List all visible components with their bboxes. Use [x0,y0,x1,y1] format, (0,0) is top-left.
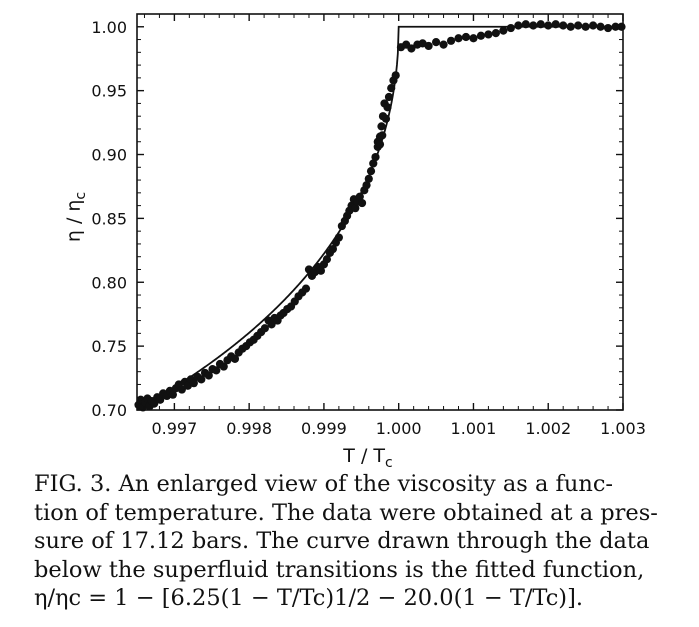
data-point [357,198,367,208]
data-point [461,32,471,42]
caption-line-4: below the superfluid transitions is the … [34,556,645,583]
data-point [536,20,545,29]
y-tick-label: 0.90 [91,146,127,165]
data-point [506,23,515,33]
data-point [476,31,486,40]
data-point [431,38,441,47]
data-point [381,114,391,123]
data-point [544,21,553,30]
figure-caption: FIG. 3. An enlarged view of the viscosit… [34,470,674,613]
data-point [378,131,387,140]
data-point [377,122,386,131]
y-tick-label: 0.80 [91,273,127,292]
data-point [230,354,240,363]
x-tick-label: 0.998 [226,419,272,438]
data-point [596,22,605,31]
x-tick-label: 1.003 [600,419,646,438]
plot-frame [136,13,624,411]
x-tick-label: 0.999 [301,419,347,438]
data-point [387,83,396,93]
data-point [328,244,337,254]
data-point [219,362,228,371]
viscosity-chart: 0.997 0.998 0.999 1.000 1.001 1.002 1.003 0.70 0… [63,13,646,471]
y-tick-label: 0.85 [91,209,127,228]
caption-line-3: sure of 17.12 bars. The curve drawn thro… [34,528,650,554]
data-point [383,103,392,112]
data-point [603,23,613,33]
data-point [514,21,523,30]
data-point [371,152,380,162]
data-point [581,22,590,31]
data-point [566,22,575,31]
data-point [334,233,343,242]
data-point [150,399,159,408]
y-tick-label: 0.70 [91,401,127,420]
data-point [375,140,385,149]
data-points-layer [134,20,626,412]
data-point [369,159,378,168]
data-point [484,30,493,39]
data-point [301,284,311,293]
y-axis-label: η / ηc [63,192,89,242]
x-tick-label: 1.000 [376,419,422,438]
data-point [574,21,583,30]
data-point [351,204,360,213]
axes-layer: 0.997 0.998 0.999 1.000 1.001 1.002 1.003 0.70 0… [63,14,646,471]
data-point [439,40,448,49]
data-point [156,395,165,404]
x-tick-label: 1.001 [451,419,497,438]
data-point [588,21,598,30]
data-point [322,255,332,264]
caption-line-1: FIG. 3. An enlarged view of the viscosit… [34,471,614,497]
data-point [611,22,620,31]
fit-curve [136,25,623,411]
data-point [424,41,433,51]
data-point [529,21,538,30]
data-point [189,379,198,388]
data-point [521,20,530,29]
data-point [316,266,326,275]
data-point [391,71,400,80]
caption-line-2: tion of temperature. The data were obtai… [34,499,658,526]
data-point [407,44,416,53]
data-point [384,92,394,102]
data-point [551,20,560,29]
data-point [204,371,213,380]
data-point [559,21,568,30]
figure: 0.997 0.998 0.999 1.000 1.001 1.002 1.003 0.70 0… [63,13,646,471]
data-point [454,34,463,43]
fit-curve-layer [136,25,623,411]
caption-formula: η/ηc = 1 − [6.25(1 − T/Tc)1/2 − 20.0(1 −… [34,585,583,611]
x-tick-label: 0.997 [151,419,197,438]
y-tick-label: 0.75 [91,337,127,356]
data-point [197,375,206,384]
x-tick-label: 1.002 [525,419,571,438]
data-point [177,385,186,394]
data-point [366,167,376,176]
data-point [212,366,221,375]
y-tick-label: 0.95 [91,82,127,101]
plot-area [136,13,624,411]
data-point [364,174,373,183]
data-point [362,181,371,190]
data-point [355,192,364,201]
data-point [267,320,276,329]
data-point [499,26,508,35]
data-point [446,36,456,45]
data-point [260,324,269,333]
data-point [491,29,500,38]
data-point [469,34,478,43]
data-point [168,390,177,399]
y-tick-label: 1.00 [91,18,127,37]
x-axis-label: T / Tc [342,445,392,470]
